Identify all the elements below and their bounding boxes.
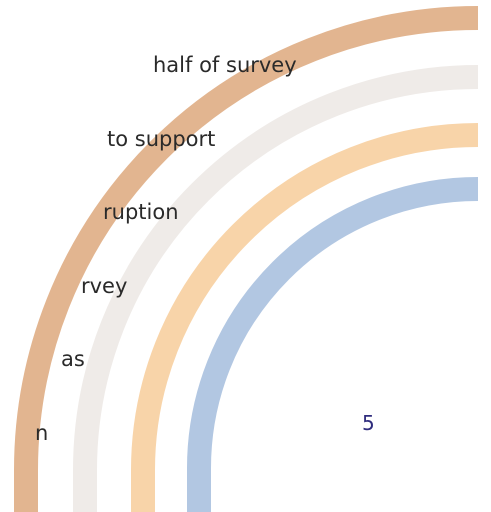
body-paragraph: half of survey to support ruption rvey a… xyxy=(0,4,297,494)
arc-second xyxy=(73,65,479,512)
text-line: rvey xyxy=(81,273,128,298)
text-line: half of survey xyxy=(153,53,297,77)
arc-third xyxy=(131,123,479,512)
text-line: to support xyxy=(107,126,216,151)
text-line: n xyxy=(35,420,49,445)
text-line: as xyxy=(61,347,85,371)
text-line: ruption xyxy=(103,200,179,224)
arc-outer xyxy=(14,6,479,512)
arc-inner xyxy=(187,177,479,512)
page-number: 5 xyxy=(362,411,375,435)
